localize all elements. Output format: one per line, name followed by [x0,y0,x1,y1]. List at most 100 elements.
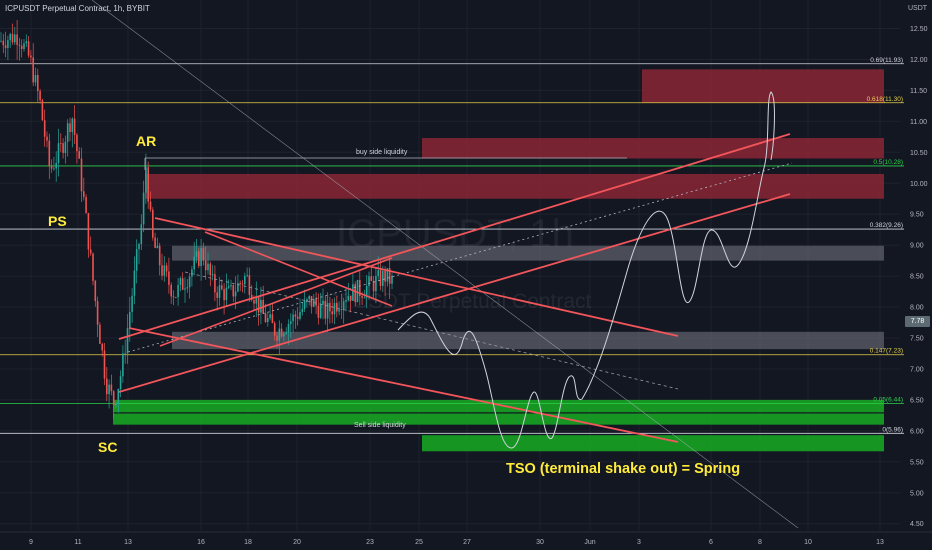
ps-label: PS [48,213,67,229]
candle [131,288,133,323]
candle [209,261,212,287]
time-tick-0: 9 [29,539,33,546]
candle [76,132,78,164]
candle [287,319,290,345]
candle [46,131,48,148]
drawings-layer [91,0,799,529]
candle [80,147,83,203]
candle [326,292,329,332]
candle [108,379,110,409]
price-axis[interactable]: 12.50 12.00 11.50 11.00 10.50 10.00 9.50 9.00 8.… [910,26,928,528]
time-tick-14: 10 [804,539,812,546]
dotted-midline [127,162,793,353]
candle [4,31,7,58]
channel-upper [118,133,791,340]
candle [285,327,287,335]
candle [83,177,85,201]
candle [55,151,57,182]
candle [37,68,39,103]
fib-label-4: 0.147(7.23) [870,348,903,355]
candle [165,262,168,277]
ar-label: AR [136,133,156,149]
zone-demand-6[interactable] [113,413,884,425]
candle [87,212,90,258]
price-tick-2: 11.50 [910,88,927,95]
annotations-layer: PS AR SC buy side liquidity Sell side li… [48,133,740,477]
sc-label: SC [98,439,117,455]
candle [124,339,126,364]
candle [214,265,216,302]
candle [391,272,393,290]
fib-label-3: 0.382(9.26) [870,222,903,229]
buy-side-liquidity-label: buy side liquidity [356,149,408,156]
candle [296,307,299,326]
candle [267,312,269,327]
time-tick-13: 8 [758,539,762,546]
candle [106,366,108,402]
candle [221,279,223,291]
inner-rising-line [159,257,393,347]
zone-supply-1[interactable] [422,138,884,159]
zone-range-4[interactable] [172,331,884,350]
currency-label: USDT [908,5,928,12]
candle [354,281,356,307]
candle [349,295,352,313]
candle [202,242,205,266]
inner-falling-line [204,231,393,307]
sell-side-liquidity-label: Sell side liquidity [354,422,406,429]
price-tick-11: 7.00 [910,366,924,373]
candle [14,26,16,46]
time-axis[interactable]: 9 11 13 16 18 20 23 25 27 30 Jun 3 6 8 10 13 [0,531,932,546]
candle [117,388,120,413]
candle [135,239,138,284]
candle [308,295,310,306]
candle [301,302,304,316]
candle [34,67,37,87]
candle [244,272,246,294]
time-tick-12: 6 [709,539,713,546]
candle [48,133,51,180]
candle [140,214,143,251]
candle [32,43,34,87]
candle [372,275,375,299]
candle [363,289,366,299]
time-tick-10: Jun [584,539,595,546]
zone-supply-0[interactable] [642,69,884,103]
candle [322,288,324,320]
candle [379,259,382,291]
candle [186,278,189,293]
candle [248,267,251,302]
candle [388,255,391,299]
candle [122,345,124,383]
candle [225,273,228,308]
fib-label-6: 0(5.96) [882,426,903,433]
zone-range-3[interactable] [172,245,884,261]
time-tick-7: 25 [415,539,423,546]
candle [193,242,195,276]
candle [161,253,163,281]
zone-supply-2[interactable] [145,173,884,199]
price-tick-5: 10.00 [910,181,928,188]
candle [331,298,333,324]
symbol-title: ICPUSDT Perpetual Contract, 1h, BYBIT [5,4,150,13]
candle [356,279,359,303]
candle [9,32,11,48]
zone-demand-7[interactable] [422,435,884,452]
candle [255,281,258,318]
candle [25,34,28,47]
candle [237,274,239,293]
candle [69,117,71,142]
price-tick-14: 5.50 [910,459,924,466]
current-price-tag: 7.78 [905,316,930,327]
price-tick-4: 10.50 [910,150,928,157]
candle [207,252,209,275]
candle [23,39,25,52]
candle [317,293,320,325]
candle [271,303,274,324]
candle [179,276,182,292]
price-tick-12: 6.50 [910,397,924,404]
fib-label-2: 0.5(10.28) [873,159,903,166]
fib-levels-layer: 0.69(11.93) 0.618(11.30) 0.5(10.28) 0.382(9… [0,57,904,434]
zone-demand-5[interactable] [113,399,884,413]
